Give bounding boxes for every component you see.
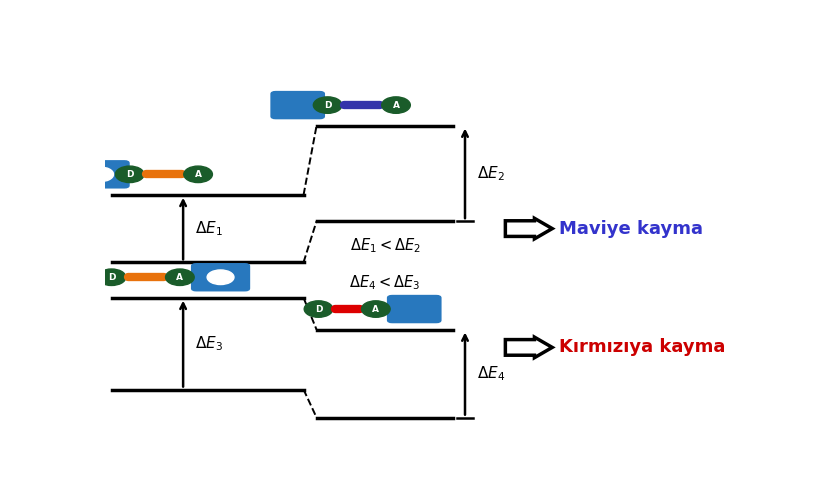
Circle shape (304, 301, 333, 317)
Text: D: D (315, 305, 323, 313)
Circle shape (97, 269, 126, 285)
Circle shape (184, 166, 213, 183)
Text: $\Delta E_1$: $\Delta E_1$ (195, 219, 223, 238)
Text: D: D (126, 170, 134, 179)
Text: $\Delta E_1 < \Delta E_2$: $\Delta E_1 < \Delta E_2$ (349, 236, 420, 255)
Text: A: A (392, 101, 400, 110)
Text: A: A (372, 305, 380, 313)
Circle shape (313, 97, 342, 113)
Text: Kırmızıya kayma: Kırmızıya kayma (559, 338, 725, 356)
FancyBboxPatch shape (191, 263, 250, 292)
Text: Maviye kayma: Maviye kayma (559, 220, 703, 238)
Polygon shape (506, 218, 552, 239)
FancyBboxPatch shape (270, 91, 325, 120)
Text: D: D (324, 101, 332, 110)
Text: $\Delta E_2$: $\Delta E_2$ (477, 164, 505, 183)
Circle shape (115, 166, 144, 183)
FancyBboxPatch shape (71, 160, 129, 189)
FancyBboxPatch shape (387, 295, 442, 323)
Text: A: A (195, 170, 202, 179)
Text: $\Delta E_4 < \Delta E_3$: $\Delta E_4 < \Delta E_3$ (349, 274, 421, 292)
Circle shape (165, 269, 194, 285)
Circle shape (381, 97, 410, 113)
Text: A: A (176, 273, 183, 282)
Ellipse shape (207, 270, 234, 284)
Text: D: D (108, 273, 115, 282)
Text: $\Delta E_4$: $\Delta E_4$ (477, 364, 505, 383)
Circle shape (361, 301, 390, 317)
Text: $\Delta E_3$: $\Delta E_3$ (195, 334, 223, 353)
Ellipse shape (87, 167, 113, 182)
Polygon shape (506, 337, 552, 358)
